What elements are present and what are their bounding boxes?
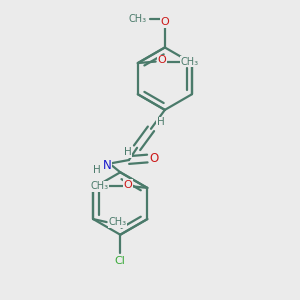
Text: O: O: [160, 17, 169, 27]
Text: H: H: [93, 165, 101, 175]
Text: CH₃: CH₃: [181, 57, 199, 67]
Text: H: H: [124, 147, 131, 157]
Text: O: O: [124, 180, 132, 190]
Text: CH₃: CH₃: [128, 14, 147, 24]
Text: O: O: [149, 152, 159, 165]
Text: O: O: [157, 55, 166, 65]
Text: H: H: [157, 117, 164, 127]
Text: N: N: [103, 159, 112, 172]
Text: CH₃: CH₃: [91, 182, 109, 191]
Text: Cl: Cl: [115, 256, 126, 266]
Text: CH₃: CH₃: [109, 217, 127, 227]
